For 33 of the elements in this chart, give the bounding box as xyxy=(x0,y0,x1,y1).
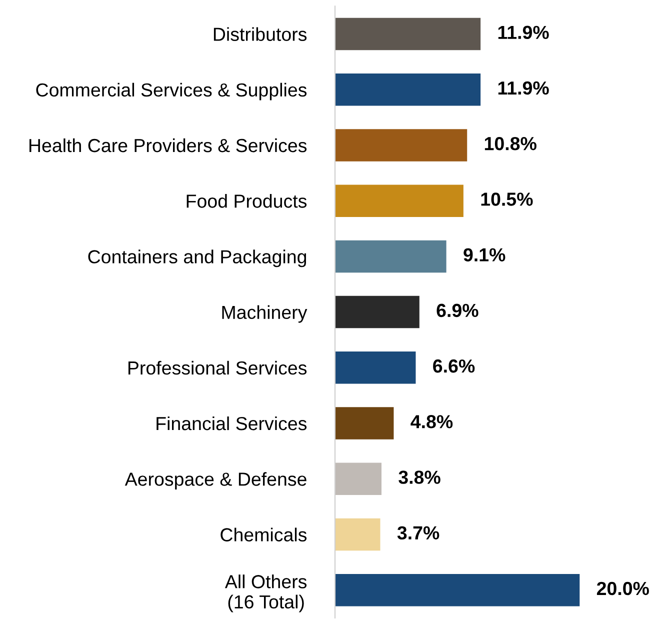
bar xyxy=(335,574,580,606)
data-label: 3.8% xyxy=(398,470,440,484)
y-tick-label: Containers and Packaging xyxy=(88,250,306,268)
bar xyxy=(335,18,481,50)
y-tick-label: Distributors xyxy=(214,27,307,41)
bar xyxy=(335,73,481,106)
y-tick-label: Professional Services xyxy=(128,360,307,375)
bar xyxy=(335,184,464,217)
y-tick-label: Chemicals xyxy=(220,528,307,542)
bar xyxy=(335,296,420,328)
bar xyxy=(335,407,394,440)
data-label: 11.9% xyxy=(498,26,549,40)
data-label: 20.0% xyxy=(596,582,649,596)
data-label: 3.7% xyxy=(397,526,440,540)
data-label: 4.8% xyxy=(410,415,453,428)
y-tick-label: Machinery xyxy=(222,305,308,323)
y-tick-label: Financial Services xyxy=(156,416,307,430)
data-label: 9.1% xyxy=(464,248,506,262)
y-tick-label: Health Care Providers & Services xyxy=(30,138,307,152)
y-tick-label: Aerospace & Defense xyxy=(124,472,306,490)
data-label: 10.5% xyxy=(481,192,533,206)
y-tick-label: Food Products xyxy=(186,194,307,208)
bar xyxy=(335,462,382,495)
data-label: 10.8% xyxy=(484,136,536,150)
bar xyxy=(335,129,468,162)
bar xyxy=(335,518,380,551)
bar xyxy=(335,240,446,273)
bar xyxy=(335,352,416,384)
y-tick-label: Commercial Services & Supplies xyxy=(36,82,307,100)
y-tick-label: All Others (16 Total) xyxy=(224,574,307,612)
data-label: 11.9% xyxy=(498,81,549,95)
data-label: 6.9% xyxy=(436,304,478,318)
data-label: 6.6% xyxy=(433,359,475,373)
